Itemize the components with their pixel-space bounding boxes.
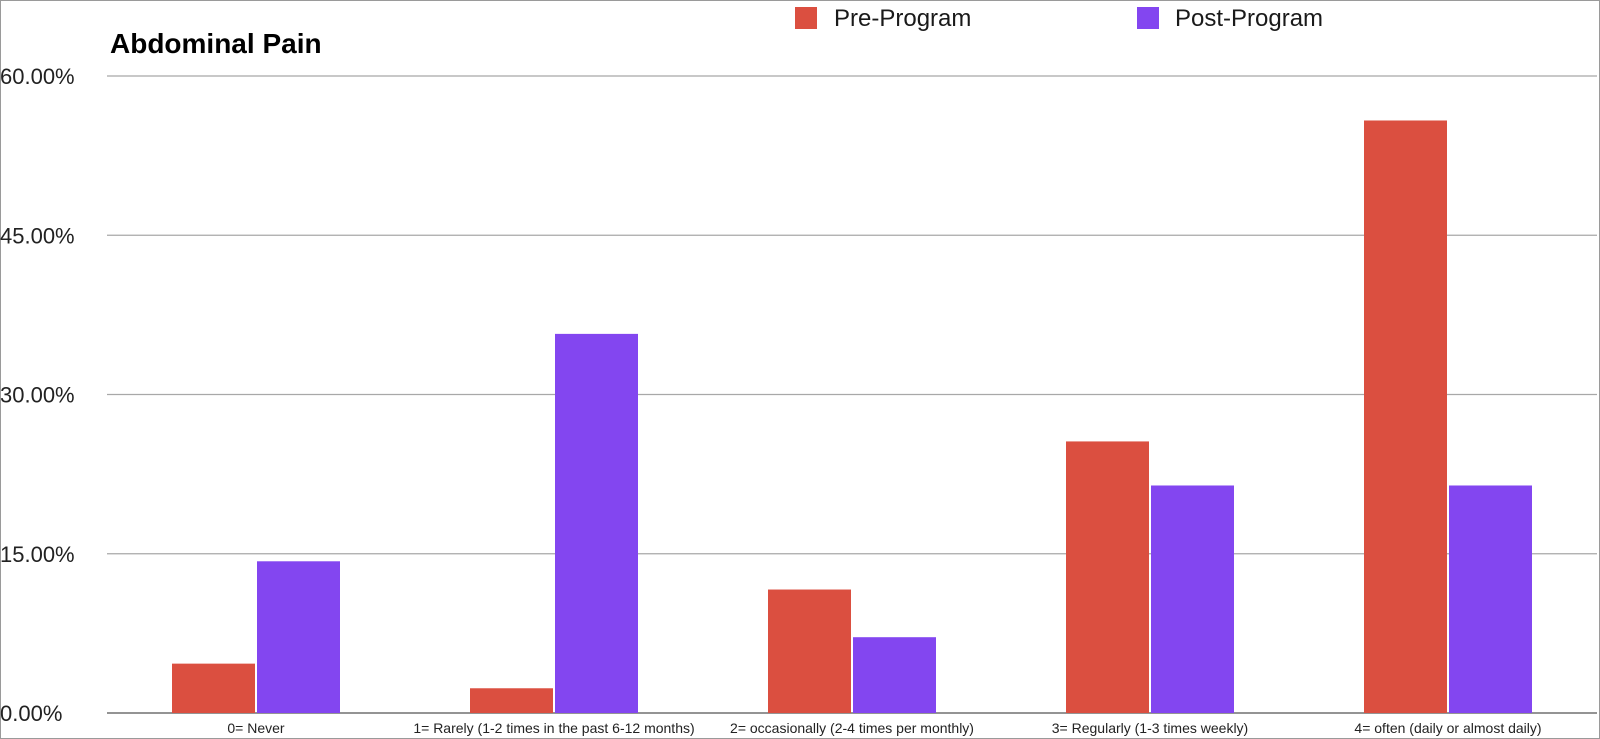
bars [172,120,1532,714]
bar-pre-program-1 [470,688,553,713]
bar-post-program-2 [853,637,936,713]
x-tick-label: 0= Never [227,720,285,736]
gridlines [107,75,1597,714]
legend-label-post-program: Post-Program [1175,5,1323,32]
y-tick-label: 45.00% [0,223,75,248]
x-tick-label: 4= often (daily or almost daily) [1354,720,1541,736]
legend-swatch-post-program [1137,7,1159,29]
bar-pre-program-2 [768,589,851,713]
bar-post-program-0 [257,561,340,713]
y-tick-label: 15.00% [0,542,75,567]
y-tick-label: 30.00% [0,383,75,408]
bar-pre-program-0 [172,663,255,713]
x-tick-label: 3= Regularly (1-3 times weekly) [1052,720,1248,736]
bar-post-program-1 [555,333,638,713]
y-tick-label: 0.00% [0,701,62,726]
legend-item-post-program: Post-Program [1137,5,1323,32]
y-tick-label: 60.00% [0,64,75,89]
bar-post-program-3 [1151,485,1234,713]
bar-pre-program-3 [1066,441,1149,713]
x-axis-ticks: 0= Never 1= Rarely (1-2 times in the past… [227,720,1541,736]
legend-swatch-pre-program [795,7,817,29]
y-axis-ticks: 0.00% 15.00% 30.00% 45.00% 60.00% [0,64,75,726]
legend: Pre-Program Post-Program [795,5,1323,32]
legend-label-pre-program: Pre-Program [834,5,971,32]
bar-post-program-4 [1449,485,1532,713]
legend-item-pre-program: Pre-Program [795,5,971,32]
chart-title: Abdominal Pain [110,28,322,59]
bar-pre-program-4 [1364,120,1447,714]
x-tick-label: 1= Rarely (1-2 times in the past 6-12 mo… [413,720,694,736]
x-tick-label: 2= occasionally (2-4 times per monthly) [730,720,974,736]
